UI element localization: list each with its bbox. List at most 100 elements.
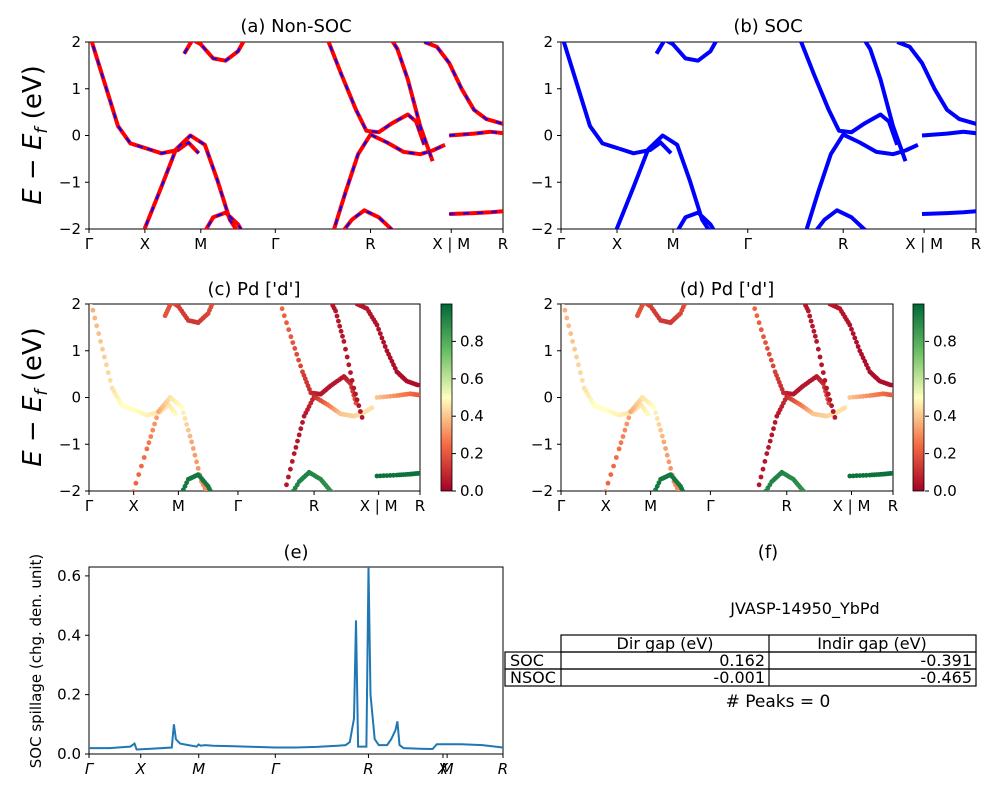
panel-b-xtick-label-1: X (612, 235, 622, 253)
panel-b-band-4 (676, 210, 716, 229)
panel-d-point-8-3-0 (824, 385, 829, 391)
panel-f-gap-table: (f) JVASP-14950_YbPd Dir gap (eV) Indir … (504, 542, 977, 712)
panel-a-band-dash-11 (449, 210, 503, 215)
panel-d-point-2-4-0 (651, 404, 657, 410)
panel-d-point-2-1-1 (618, 440, 624, 446)
panel-d-point-0-1-5 (579, 378, 585, 383)
panel-b-axes-frame (560, 41, 977, 230)
panel-d-point-6-7-5 (842, 405, 848, 411)
panel-d-point-1-3-5 (645, 411, 650, 416)
panel-c-colorbar-label-2: 0.4 (460, 407, 484, 425)
panel-c-point-2-4-1 (180, 410, 186, 416)
panel-c-point-5-1-5 (298, 363, 303, 369)
panel-d-point-9-2-5 (855, 344, 861, 349)
panel-d-colorbar (912, 303, 925, 492)
panel-d-point-8-3-5 (832, 415, 838, 420)
table-cell-soc-dir: 0.162 (719, 651, 765, 670)
table-header-indir-gap: Indir gap (eV) (817, 634, 927, 653)
panel-c-point-6-0-4 (288, 466, 293, 472)
panel-d-point-3-5-3 (682, 304, 688, 307)
panel-c-point-6-1-3 (296, 432, 302, 438)
panel-e-xtick-label-0: Γ (85, 760, 95, 778)
panel-e-ylabel: SOC spillage (chg. den. unit) (27, 554, 45, 769)
panel-c-point-5-1-2 (292, 346, 298, 351)
panel-c-point-5-1-1 (290, 340, 296, 345)
panel-d-point-0-0-0 (559, 292, 564, 297)
panel-d-point-7-4-1 (803, 490, 807, 491)
panel-d-point-9-2-3 (852, 335, 858, 341)
panel-c-xtick-label-6: R (415, 497, 425, 515)
panel-e-title: (e) (283, 542, 308, 563)
panel-c-point-6-1-2 (295, 438, 300, 444)
panel-a-ytick-label-1: 1 (71, 80, 81, 98)
panel-c-point-7-4-5 (337, 496, 342, 501)
table-header-dir-gap: Dir gap (eV) (617, 634, 714, 653)
panel-d-point-9-2-2 (850, 331, 856, 336)
panel-c-point-2-0-5 (141, 455, 147, 460)
panel-c-point-5-0-5 (286, 327, 292, 333)
panel-d-colorbar-label-4: 0.8 (933, 332, 957, 350)
panel-c-point-2-6-4 (206, 492, 211, 497)
panel-d-point-11-0-5 (864, 472, 869, 478)
panel-c-point-6-1-0 (291, 451, 297, 456)
panel-a-ytick-label-4: −2 (59, 220, 81, 238)
panel-d-point-2-0-5 (613, 455, 619, 460)
panel-d-point-5-1-3 (766, 351, 772, 357)
panel-d-xtick-label-4: R (782, 497, 792, 515)
panel-c-ytick-label-2: 0 (71, 389, 81, 407)
panel-c-point-0-0-0 (87, 292, 92, 297)
panel-c-point-8-2-4 (348, 370, 353, 375)
panel-d-point-2-1-5 (626, 415, 632, 421)
panel-c-point-5-0-4 (284, 320, 289, 326)
panel-d-point-2-4-2 (654, 416, 660, 421)
panel-c-ylabel: E − Ef (eV) (18, 327, 52, 467)
panel-c-point-2-0-1 (130, 489, 136, 491)
panel-e-xtick-label-5: X (437, 760, 449, 778)
panel-d-point-8-3-1 (825, 391, 831, 397)
panel-c-point-0-1-3 (104, 362, 109, 368)
panel-d-point-2-1-4 (624, 421, 630, 427)
panel-b-title: (b) SOC (733, 16, 802, 37)
panel-d-point-0-0-1 (561, 304, 565, 305)
panel-c-point-7-0-1 (287, 495, 292, 500)
panel-d-point-4-3-3 (683, 490, 685, 491)
panel-b-soc: (b) SOC (560, 16, 977, 230)
panel-d-point-2-5-1 (663, 446, 668, 451)
panel-d-xtick-label-2: M (644, 497, 657, 515)
panel-c-point-8-2-2 (344, 354, 350, 360)
panel-c-point-9-2-0 (374, 322, 380, 328)
panel-d-colorbar-label-2: 0.4 (933, 407, 957, 425)
panel-a-band-9 (423, 42, 503, 126)
panel-d-point-8-0-0 (798, 292, 803, 297)
panel-c-point-2-6-5 (207, 495, 212, 500)
panel-d-point-2-0-2 (605, 480, 611, 486)
table-cell-nsoc-dir: -0.001 (713, 668, 765, 687)
panel-d-point-8-3-3 (829, 403, 834, 409)
panel-c-point-9-2-5 (382, 344, 388, 349)
panel-c-point-0-0-1 (89, 304, 93, 305)
panel-c-point-0-0-3 (92, 315, 98, 321)
panel-b-band-3 (654, 42, 718, 63)
panel-e-xtick-label-2: M (192, 760, 205, 778)
panel-d-point-6-0-2 (756, 482, 762, 488)
panel-c-colorbar-label-4: 0.8 (460, 332, 484, 350)
panel-a-xtick-label-6: R (498, 235, 508, 253)
panel-d-axes-frame (560, 303, 894, 492)
panel-d-point-6-0-4 (760, 466, 766, 472)
table-cell-soc-label: SOC (510, 651, 544, 670)
panel-c-point-9-2-1 (376, 326, 381, 332)
panel-d-point-8-2-4 (820, 370, 826, 375)
panel-c-point-2-1-5 (154, 415, 160, 421)
table-cell-nsoc-indir: -0.465 (920, 668, 972, 687)
panel-d-point-6-0-1 (755, 490, 759, 491)
table-cell-soc-indir: -0.391 (920, 651, 972, 670)
panel-c-point-7-0-0 (285, 498, 290, 503)
panel-a-xtick-label-4: R (365, 235, 375, 253)
panel-c-point-8-2-1 (343, 346, 348, 352)
panel-d-point-0-1-1 (572, 346, 577, 352)
table-caption: JVASP-14950_YbPd (729, 599, 879, 619)
panel-d-point-5-1-4 (768, 357, 774, 363)
panel-c-point-6-1-5 (300, 420, 305, 425)
panel-d-point-8-0-2 (800, 298, 805, 303)
panel-e-axes-frame (88, 566, 504, 755)
